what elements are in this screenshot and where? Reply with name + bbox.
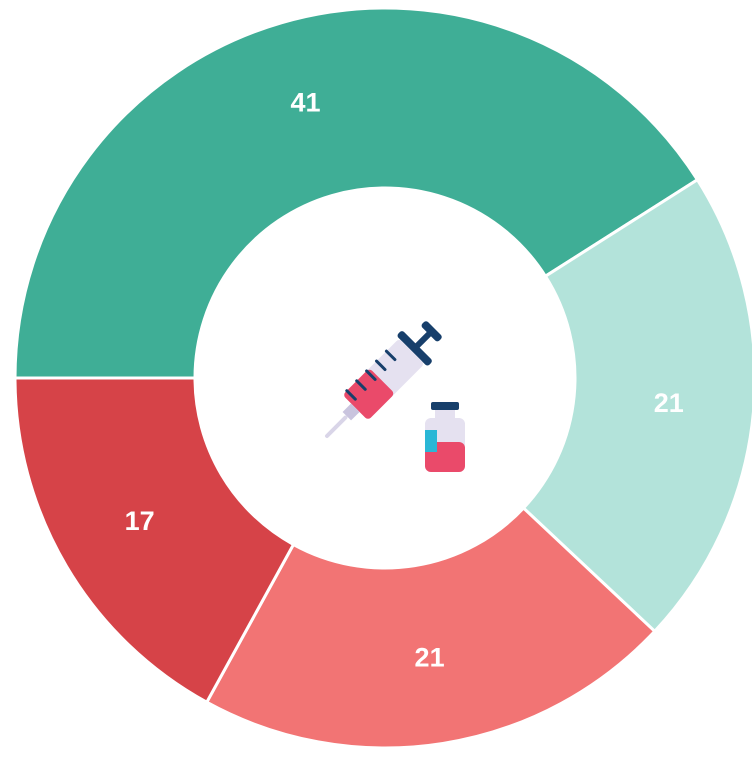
data-label: 17 bbox=[125, 506, 155, 536]
labels: 41 21 21 17 bbox=[125, 87, 684, 672]
slices bbox=[13, 6, 752, 750]
data-label: 41 bbox=[290, 87, 320, 117]
data-label: 21 bbox=[654, 388, 684, 418]
slice bbox=[13, 6, 700, 380]
vaccine-icon bbox=[325, 321, 465, 472]
slice bbox=[204, 505, 657, 750]
slice bbox=[13, 376, 296, 705]
data-label: 21 bbox=[415, 643, 445, 673]
slice bbox=[521, 177, 752, 634]
